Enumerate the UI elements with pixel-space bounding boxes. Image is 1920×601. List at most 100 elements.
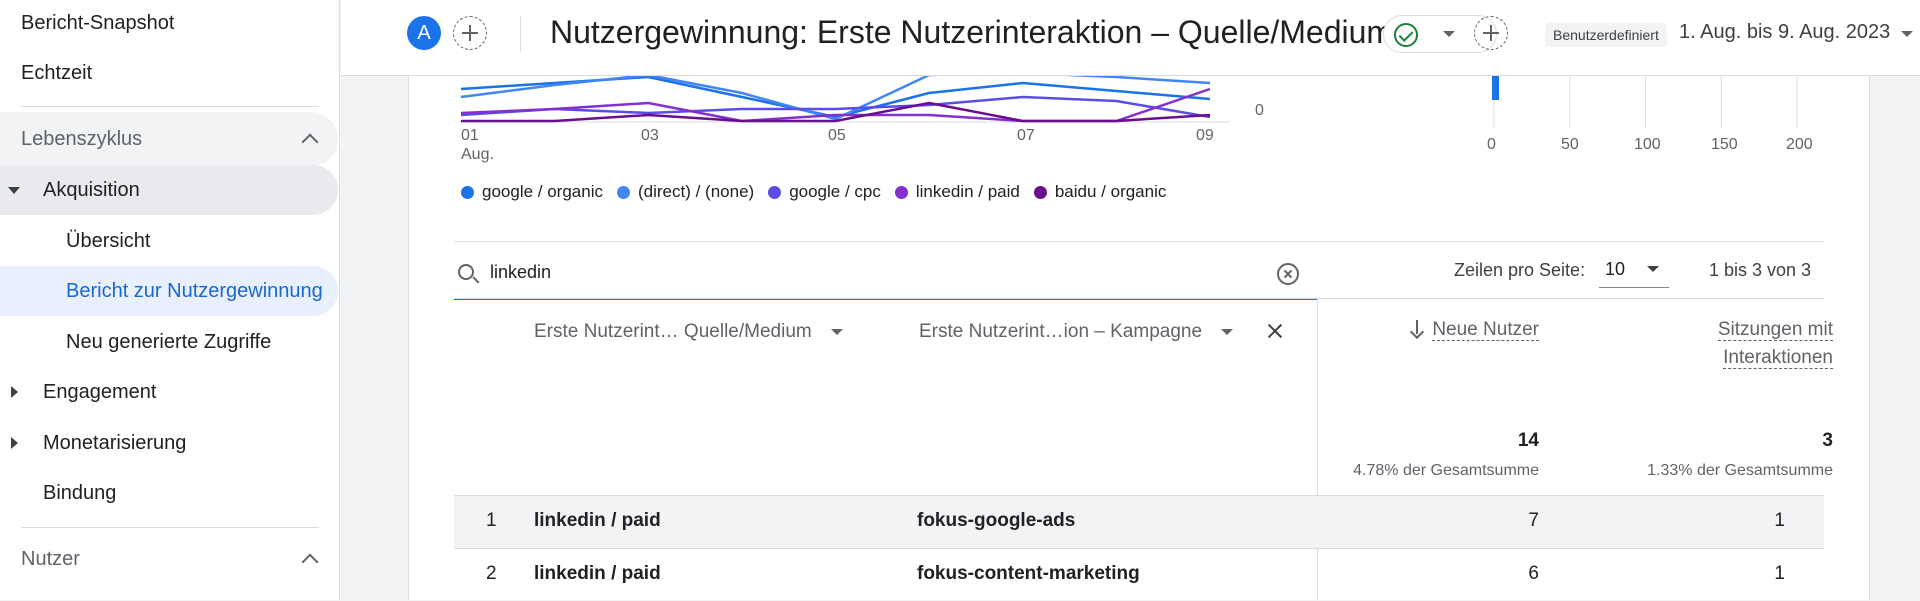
nav-label: Akquisition (43, 178, 140, 201)
column-divider (1317, 299, 1318, 600)
metric-header-sessions[interactable]: Sitzungen mit Interaktionen (1613, 316, 1833, 372)
pagination-range: 1 bis 3 von 3 (1709, 260, 1812, 280)
section-label: Lebenszyklus (21, 127, 143, 150)
cell-sessions: 1 (1774, 510, 1785, 531)
chart-area (460, 76, 1798, 128)
total-sessions: 3 (1822, 430, 1833, 451)
date-range-picker[interactable]: 1. Aug. bis 9. Aug. 2023 (1679, 21, 1890, 44)
series-line[interactable] (460, 76, 1211, 121)
x-tick-label: 03 (641, 127, 659, 144)
search-input[interactable] (490, 258, 1270, 286)
date-range-text: 1. Aug. bis 9. Aug. 2023 (1679, 21, 1891, 43)
series-line[interactable] (460, 87, 1211, 123)
legend-item[interactable]: google / organic (461, 182, 603, 202)
sidebar-divider (21, 106, 319, 107)
y-tick-label: 0 (1255, 102, 1264, 119)
cell-sessions: 1 (1774, 563, 1785, 584)
report-card: 01 Aug. 03 05 07 09 0 0 50 100 150 200 g… (408, 76, 1870, 600)
remove-dimension-icon[interactable] (1266, 322, 1284, 340)
series-line[interactable] (460, 95, 1211, 119)
legend-label: google / organic (482, 182, 603, 201)
nav-label: Übersicht (66, 229, 151, 252)
nav-label: Engagement (43, 380, 157, 403)
expand-down-icon (8, 187, 20, 194)
legend-item[interactable]: baidu / organic (1033, 182, 1166, 202)
dropdown-caret-icon (831, 329, 843, 335)
rows-per-page-label: Zeilen pro Seite: (1454, 260, 1586, 280)
row-divider (454, 548, 1824, 549)
legend-dot-icon (894, 185, 908, 199)
section-label: Nutzer (21, 547, 80, 570)
dimension-header-campaign[interactable]: Erste Nutzerint…ion – Kampagne (919, 321, 1234, 343)
chevron-up-icon (301, 133, 319, 151)
sort-descending-icon (1410, 320, 1424, 336)
bar-chart (1492, 76, 1798, 128)
bar-x-tick-label: 0 (1487, 136, 1496, 153)
dropdown-caret-icon (1647, 266, 1659, 272)
sidebar-nav: Bericht-Snapshot Echtzeit Lebenszyklus A… (0, 0, 340, 600)
nav-group-engagement[interactable]: Engagement (0, 367, 338, 417)
legend-dot-icon (616, 185, 630, 199)
bar[interactable] (1492, 76, 1500, 100)
add-filter-icon[interactable] (1474, 16, 1508, 50)
page-title: Nutzergewinnung: Erste Nutzerinteraktion… (550, 14, 1394, 50)
legend-item[interactable]: linkedin / paid (894, 182, 1020, 202)
rows-per-page-select[interactable]: 10 (1599, 252, 1669, 288)
nav-retention[interactable]: Bindung (0, 468, 338, 518)
bar-x-tick-label: 50 (1561, 136, 1579, 153)
bar-x-tick-label: 150 (1711, 136, 1738, 153)
legend-label: linkedin / paid (915, 182, 1020, 201)
cell-source-medium: linkedin / paid (534, 510, 661, 531)
dimension-header-source-medium[interactable]: Erste Nutzerint… Quelle/Medium (534, 321, 843, 343)
x-tick-label: 01 (461, 127, 479, 144)
rows-per-page-value: 10 (1605, 259, 1626, 279)
total-new-users-percent: 4.78% der Gesamtsumme (1353, 462, 1539, 479)
legend-item[interactable]: (direct) / (none) (616, 182, 755, 202)
nav-label: Bindung (43, 481, 117, 504)
x-tick-label: Aug. (461, 146, 494, 163)
legend-label: (direct) / (none) (637, 182, 755, 201)
metric-header-new-users[interactable]: Neue Nutzer (1339, 316, 1539, 344)
total-new-users: 14 (1517, 430, 1539, 451)
metric-header-label: Sitzungen mit (1717, 319, 1833, 341)
nav-realtime[interactable]: Echtzeit (21, 48, 92, 98)
nav-overview[interactable]: Übersicht (0, 216, 338, 266)
chart-legend: google / organic (direct) / (none) googl… (461, 182, 1166, 202)
clear-search-icon[interactable] (1277, 263, 1299, 285)
cell-source-medium: linkedin / paid (534, 563, 661, 584)
date-preset-badge: Benutzerdefiniert (1545, 23, 1667, 47)
x-tick-label: 09 (1196, 127, 1214, 144)
cell-campaign: fokus-google-ads (917, 510, 1076, 531)
bar-x-tick-label: 200 (1786, 136, 1813, 153)
series-line[interactable] (461, 101, 1211, 123)
x-tick-label: 07 (1017, 127, 1035, 144)
x-tick-label: 05 (828, 127, 846, 144)
legend-label: google / cpc (789, 182, 881, 201)
table-row[interactable]: 1 linkedin / paid fokus-google-ads 7 1 (454, 496, 1824, 548)
legend-item[interactable]: google / cpc (768, 182, 881, 202)
nav-group-monetization[interactable]: Monetarisierung (0, 418, 338, 468)
nav-report-snapshot[interactable]: Bericht-Snapshot (21, 0, 174, 48)
sidebar-divider (21, 527, 319, 528)
table-top-divider (454, 241, 1824, 242)
nav-group-acquisition[interactable]: Akquisition (0, 165, 338, 215)
avatar[interactable]: A (407, 16, 441, 50)
date-dropdown-caret-icon[interactable] (1901, 31, 1913, 37)
table-row[interactable]: 2 linkedin / paid fokus-content-marketin… (454, 549, 1824, 601)
expand-right-icon (11, 386, 18, 398)
add-comparison-icon[interactable] (453, 16, 487, 50)
nav-new-traffic[interactable]: Neu generierte Zugriffe (0, 317, 338, 367)
metric-header-label: Neue Nutzer (1432, 319, 1539, 341)
nav-label: Neu generierte Zugriffe (66, 330, 272, 353)
nav-user-acquisition-report[interactable]: Bericht zur Nutzergewinnung (0, 266, 338, 316)
table-search-bar (454, 244, 1317, 300)
dimension-header-label: Erste Nutzerint…ion – Kampagne (919, 321, 1203, 342)
section-users[interactable]: Nutzer (0, 532, 338, 586)
nav-label: Echtzeit (21, 61, 93, 84)
section-lifecycle[interactable]: Lebenszyklus (0, 112, 338, 166)
header-divider (454, 298, 1824, 299)
cell-new-users: 7 (1528, 510, 1539, 531)
row-index: 2 (486, 563, 497, 584)
row-divider (454, 495, 1824, 496)
dimension-header-label: Erste Nutzerint… Quelle/Medium (534, 321, 812, 342)
